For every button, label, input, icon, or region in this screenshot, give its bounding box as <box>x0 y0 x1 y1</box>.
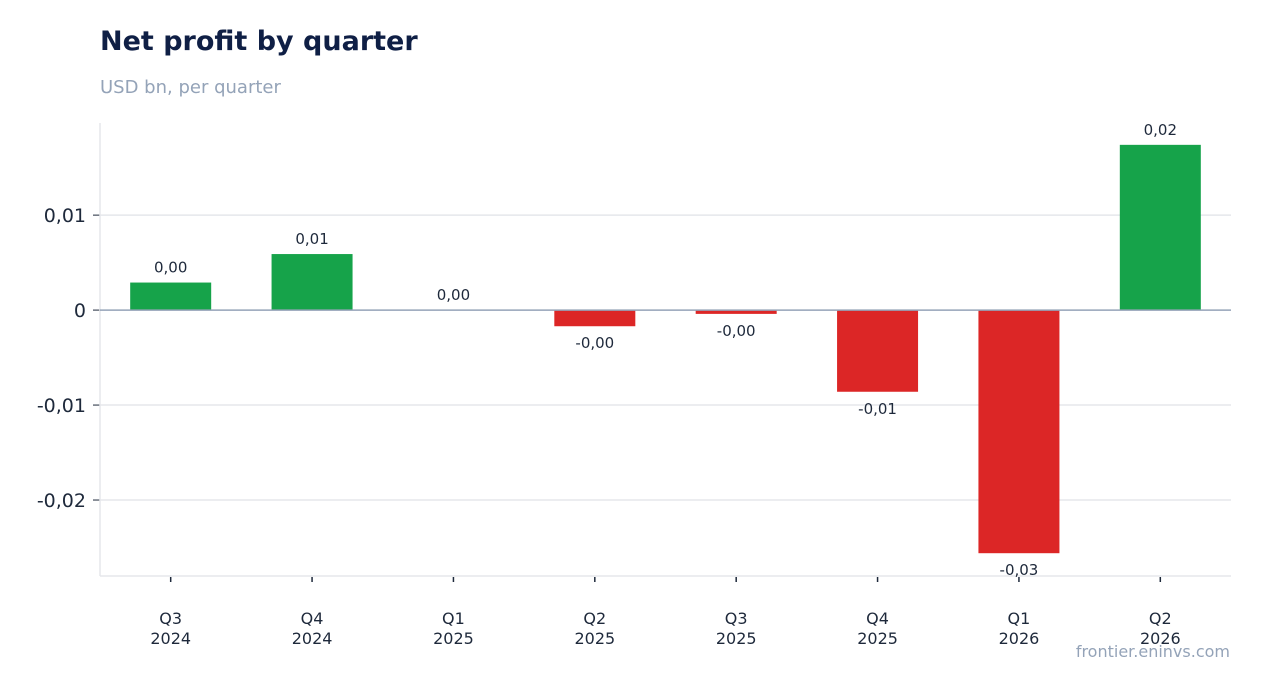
bar <box>554 310 636 327</box>
data-label: 0,02 <box>1144 121 1177 139</box>
bar <box>130 282 212 311</box>
x-tick-label: Q1 2025 <box>433 609 474 648</box>
chart-subtitle: USD bn, per quarter <box>100 77 281 98</box>
bar <box>978 310 1060 554</box>
y-tick-label: 0,01 <box>44 205 86 227</box>
source-watermark: frontier.eninvs.com <box>1075 642 1230 661</box>
y-tick-label: -0,01 <box>37 395 86 417</box>
x-tick-label: Q1 2026 <box>999 609 1040 648</box>
chart-title: Net profit by quarter <box>100 26 418 57</box>
x-tick-label: Q2 2025 <box>574 609 615 648</box>
data-label: -0,00 <box>717 322 756 340</box>
bar <box>271 254 353 311</box>
y-tick-label: 0 <box>74 300 86 322</box>
data-label: 0,00 <box>437 286 470 304</box>
data-label: 0,00 <box>154 259 187 277</box>
x-tick-label: Q3 2024 <box>150 609 191 648</box>
y-tick-label: -0,02 <box>37 490 86 512</box>
bar <box>695 310 777 314</box>
data-label: -0,00 <box>575 334 614 352</box>
x-tick-label: Q2 2026 <box>1140 609 1181 648</box>
x-tick-label: Q4 2025 <box>857 609 898 648</box>
bar <box>837 310 919 392</box>
data-label: -0,03 <box>1000 561 1039 579</box>
x-tick-label: Q3 2025 <box>716 609 757 648</box>
data-label: 0,01 <box>295 230 328 248</box>
bar <box>1119 144 1201 311</box>
x-tick-label: Q4 2024 <box>292 609 333 648</box>
data-label: -0,01 <box>858 400 897 418</box>
